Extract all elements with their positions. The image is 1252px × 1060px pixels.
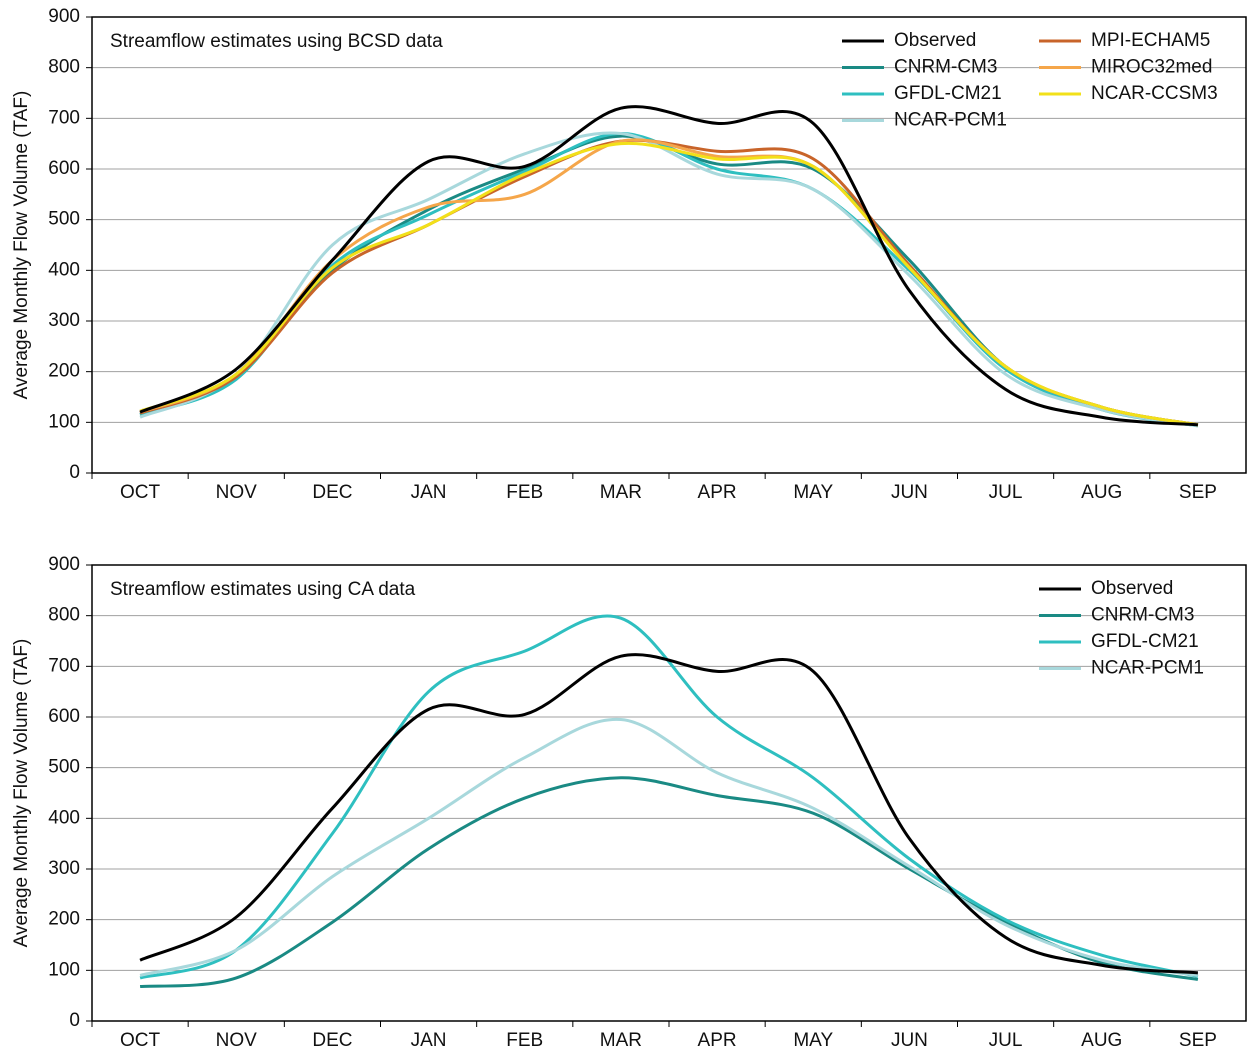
y-axis-label: Average Monthly Flow Volume (TAF)	[11, 91, 32, 400]
y-tick-label: 200	[48, 909, 80, 930]
legend-label: NCAR-PCM1	[1091, 658, 1204, 679]
y-tick-label: 100	[48, 959, 80, 980]
y-tick-label: 100	[48, 411, 80, 432]
x-tick-label: MAR	[600, 1030, 642, 1051]
x-tick-label: JUN	[891, 482, 928, 503]
x-tick-label: AUG	[1081, 1030, 1122, 1051]
y-tick-label: 200	[48, 361, 80, 382]
x-tick-label: AUG	[1081, 482, 1122, 503]
legend-label: CNRM-CM3	[1091, 605, 1194, 626]
x-tick-label: JAN	[411, 1030, 447, 1051]
x-tick-label: MAY	[793, 482, 833, 503]
x-tick-label: SEP	[1179, 482, 1217, 503]
y-tick-label: 0	[69, 1010, 80, 1031]
x-tick-label: JUL	[989, 482, 1023, 503]
y-tick-label: 300	[48, 310, 80, 331]
chart-title: Streamflow estimates using BCSD data	[110, 31, 443, 52]
y-tick-label: 700	[48, 107, 80, 128]
x-tick-label: APR	[698, 1030, 737, 1051]
y-tick-label: 500	[48, 209, 80, 230]
series-line	[139, 614, 1199, 980]
x-tick-label: NOV	[216, 482, 258, 503]
legend-label: NCAR-PCM1	[894, 110, 1007, 131]
x-tick-label: APR	[698, 482, 737, 503]
legend-label: NCAR-CCSM3	[1091, 83, 1218, 104]
y-tick-label: 800	[48, 57, 80, 78]
legend-label: GFDL-CM21	[1091, 631, 1199, 652]
legend-label: MIROC32med	[1091, 57, 1212, 78]
legend-label: Observed	[894, 30, 976, 51]
x-tick-label: NOV	[216, 1030, 258, 1051]
chart-title: Streamflow estimates using CA data	[110, 579, 416, 600]
y-tick-label: 500	[48, 757, 80, 778]
y-tick-label: 600	[48, 706, 80, 727]
x-tick-label: JUL	[989, 1030, 1023, 1051]
y-tick-label: 900	[48, 6, 80, 27]
series-line	[139, 776, 1199, 989]
x-tick-label: OCT	[120, 482, 161, 503]
legend-label: Observed	[1091, 578, 1173, 599]
series-line	[139, 717, 1199, 977]
y-tick-label: 600	[48, 158, 80, 179]
x-tick-label: FEB	[506, 482, 543, 503]
y-tick-label: 400	[48, 259, 80, 280]
series-line	[139, 105, 1199, 427]
x-tick-label: OCT	[120, 1030, 161, 1051]
x-tick-label: JUN	[891, 1030, 928, 1051]
legend-label: MPI-ECHAM5	[1091, 30, 1210, 51]
series-line	[139, 141, 1199, 427]
series-line	[139, 653, 1199, 975]
series-line	[139, 131, 1199, 428]
x-tick-label: FEB	[506, 1030, 543, 1051]
x-tick-label: SEP	[1179, 1030, 1217, 1051]
x-tick-label: MAY	[793, 1030, 833, 1051]
series-line	[139, 132, 1199, 428]
x-tick-label: DEC	[312, 482, 352, 503]
plot-frame	[91, 16, 1247, 474]
y-tick-label: 700	[48, 655, 80, 676]
x-tick-label: DEC	[312, 1030, 352, 1051]
y-tick-label: 900	[48, 554, 80, 575]
y-tick-label: 300	[48, 858, 80, 879]
series-line	[139, 138, 1199, 427]
y-axis-label: Average Monthly Flow Volume (TAF)	[11, 639, 32, 948]
series-line	[139, 134, 1199, 427]
x-tick-label: MAR	[600, 482, 642, 503]
y-tick-label: 0	[69, 462, 80, 483]
x-tick-label: JAN	[411, 482, 447, 503]
y-tick-label: 800	[48, 605, 80, 626]
y-tick-label: 400	[48, 807, 80, 828]
legend-label: GFDL-CM21	[894, 83, 1002, 104]
legend-label: CNRM-CM3	[894, 57, 997, 78]
series-line	[139, 138, 1199, 427]
